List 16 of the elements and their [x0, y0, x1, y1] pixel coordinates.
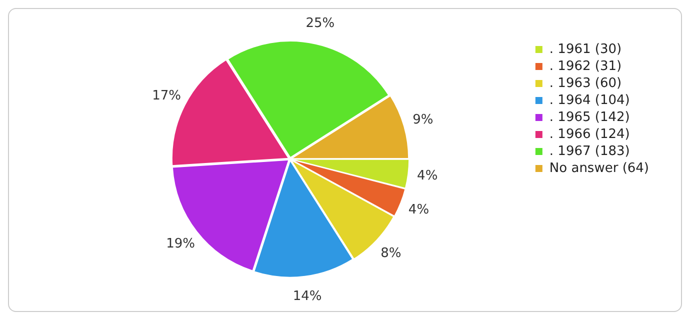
data-label: 17%	[152, 88, 182, 104]
legend-label: . 1964 (104)	[549, 92, 630, 108]
legend-label: . 1965 (142)	[549, 110, 630, 125]
data-label: 9%	[412, 112, 434, 128]
legend-label: No answer (64)	[549, 160, 650, 176]
data-label: 25%	[306, 16, 335, 32]
legend-label: . 1966 (124)	[549, 126, 630, 142]
data-label: 4%	[417, 168, 438, 184]
data-label: 4%	[408, 202, 430, 218]
legend-label: . 1962 (31)	[549, 58, 622, 74]
data-label: 14%	[292, 288, 322, 304]
legend-label: . 1963 (60)	[549, 76, 622, 91]
data-label: 8%	[380, 246, 402, 262]
legend-label: . 1967 (183)	[549, 144, 630, 159]
legend-label: . 1961 (30)	[549, 42, 622, 57]
data-label: 19%	[166, 236, 195, 252]
